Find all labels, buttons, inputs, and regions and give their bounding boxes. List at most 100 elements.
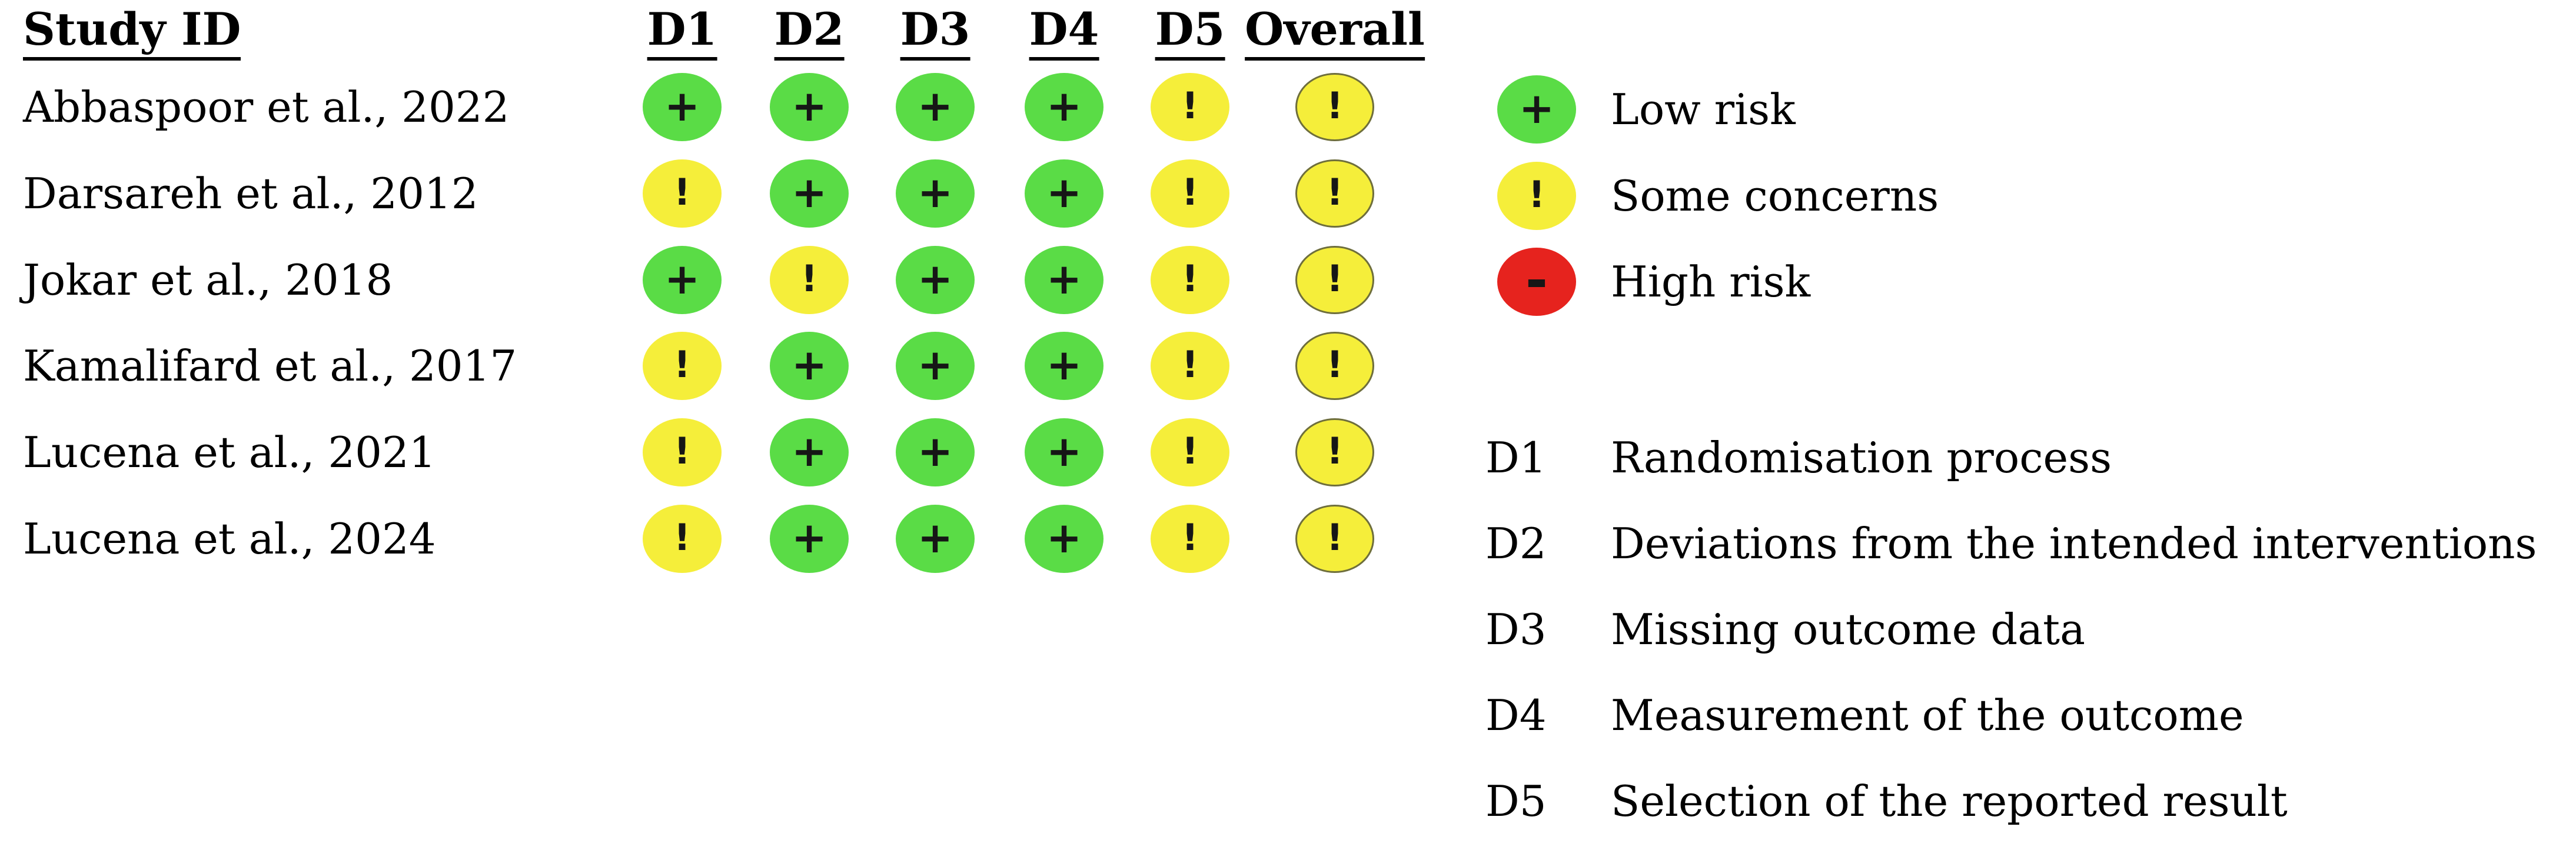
d2-rating-circle-low-risk: + bbox=[770, 505, 849, 573]
d2-rating-circle-low-risk: + bbox=[770, 418, 849, 486]
domain-description-d2: Deviations from the intended interventio… bbox=[1611, 519, 2537, 568]
d3-rating-circle-low-risk: + bbox=[896, 332, 975, 400]
d4-rating-circle-low-risk: + bbox=[1025, 73, 1103, 141]
overall-rating-circle-some-risk: ! bbox=[1295, 418, 1374, 486]
d5-rating-circle-some-risk: ! bbox=[1151, 159, 1229, 228]
d1-rating-circle-some-risk: ! bbox=[643, 418, 722, 486]
study-label: Lucena et al., 2024 bbox=[23, 514, 436, 564]
column-header-d2: D2 bbox=[774, 7, 845, 61]
rating-symbol: + bbox=[1046, 81, 1082, 131]
domain-id-d1: D1 bbox=[1485, 433, 1547, 482]
d2-rating-circle-low-risk: + bbox=[770, 159, 849, 228]
d3-rating-circle-low-risk: + bbox=[896, 159, 975, 228]
rating-symbol: ! bbox=[673, 429, 691, 472]
rating-symbol: + bbox=[917, 81, 953, 131]
d3-rating-circle-low-risk: + bbox=[896, 73, 975, 141]
rating-symbol: + bbox=[1046, 426, 1082, 476]
column-header-d1: D1 bbox=[647, 7, 717, 61]
d4-rating-circle-low-risk: + bbox=[1025, 505, 1103, 573]
domain-id-d4: D4 bbox=[1485, 691, 1547, 740]
d1-rating-circle-some-risk: ! bbox=[643, 505, 722, 573]
rating-symbol: ! bbox=[673, 343, 691, 386]
legend-symbol: + bbox=[1518, 84, 1555, 133]
domain-description-d4: Measurement of the outcome bbox=[1611, 691, 2244, 740]
overall-rating-circle-some-risk: ! bbox=[1295, 159, 1374, 228]
legend-symbol: - bbox=[1525, 249, 1548, 312]
legend-label-some-risk: Some concerns bbox=[1611, 171, 1939, 221]
domain-description-d1: Randomisation process bbox=[1611, 433, 2112, 482]
legend-label-low-risk: Low risk bbox=[1611, 85, 1796, 134]
rating-symbol: + bbox=[791, 340, 827, 389]
d2-rating-circle-low-risk: + bbox=[770, 332, 849, 400]
d2-rating-circle-low-risk: + bbox=[770, 73, 849, 141]
column-header-d4: D4 bbox=[1029, 7, 1099, 61]
rating-symbol: ! bbox=[1181, 343, 1199, 386]
column-header-overall: Overall bbox=[1245, 7, 1425, 61]
d5-rating-circle-some-risk: ! bbox=[1151, 332, 1229, 400]
rating-symbol: ! bbox=[1181, 516, 1199, 559]
rating-symbol: ! bbox=[1181, 429, 1199, 472]
rating-symbol: + bbox=[917, 168, 953, 217]
d1-rating-circle-low-risk: + bbox=[643, 246, 722, 314]
rating-symbol: + bbox=[917, 513, 953, 562]
d4-rating-circle-low-risk: + bbox=[1025, 246, 1103, 314]
legend-symbol: ! bbox=[1528, 173, 1545, 216]
study-label: Abbaspoor et al., 2022 bbox=[23, 82, 510, 132]
domain-description-d3: Missing outcome data bbox=[1611, 605, 2085, 654]
domain-description-d5: Selection of the reported result bbox=[1611, 776, 2288, 826]
rating-symbol: ! bbox=[1326, 84, 1344, 127]
overall-rating-circle-some-risk: ! bbox=[1295, 73, 1374, 141]
study-label: Lucena et al., 2021 bbox=[23, 428, 436, 477]
rating-symbol: ! bbox=[1326, 171, 1344, 214]
rating-symbol: ! bbox=[673, 171, 691, 214]
overall-rating-circle-some-risk: ! bbox=[1295, 332, 1374, 400]
rating-symbol: + bbox=[664, 254, 700, 304]
legend-circle-low-risk: + bbox=[1497, 75, 1576, 144]
rating-symbol: ! bbox=[673, 516, 691, 559]
study-label: Darsareh et al., 2012 bbox=[23, 169, 478, 218]
rating-symbol: + bbox=[917, 254, 953, 304]
rating-symbol: + bbox=[791, 426, 827, 476]
column-header-study-id: Study ID bbox=[23, 7, 241, 61]
rating-symbol: + bbox=[917, 426, 953, 476]
d3-rating-circle-low-risk: + bbox=[896, 246, 975, 314]
rating-symbol: + bbox=[1046, 254, 1082, 304]
domain-id-d2: D2 bbox=[1485, 519, 1547, 568]
d5-rating-circle-some-risk: ! bbox=[1151, 246, 1229, 314]
legend-circle-some-risk: ! bbox=[1497, 162, 1576, 230]
rating-symbol: ! bbox=[1326, 257, 1344, 300]
legend-circle-high-risk: - bbox=[1497, 248, 1576, 316]
column-header-d3: D3 bbox=[900, 7, 970, 61]
d5-rating-circle-some-risk: ! bbox=[1151, 418, 1229, 486]
rating-symbol: ! bbox=[1326, 429, 1344, 472]
rating-symbol: + bbox=[664, 81, 700, 131]
d3-rating-circle-low-risk: + bbox=[896, 418, 975, 486]
d4-rating-circle-low-risk: + bbox=[1025, 418, 1103, 486]
d1-rating-circle-low-risk: + bbox=[643, 73, 722, 141]
rating-symbol: ! bbox=[1181, 171, 1199, 214]
rating-symbol: ! bbox=[800, 257, 818, 300]
study-label: Jokar et al., 2018 bbox=[23, 255, 393, 305]
d5-rating-circle-some-risk: ! bbox=[1151, 73, 1229, 141]
rating-symbol: ! bbox=[1326, 343, 1344, 386]
overall-rating-circle-some-risk: ! bbox=[1295, 505, 1374, 573]
d4-rating-circle-low-risk: + bbox=[1025, 159, 1103, 228]
domain-id-d3: D3 bbox=[1485, 605, 1547, 654]
legend-label-high-risk: High risk bbox=[1611, 257, 1811, 306]
overall-rating-circle-some-risk: ! bbox=[1295, 246, 1374, 314]
rating-symbol: + bbox=[791, 81, 827, 131]
rating-symbol: ! bbox=[1181, 84, 1199, 127]
column-header-d5: D5 bbox=[1155, 7, 1225, 61]
rating-symbol: + bbox=[791, 513, 827, 562]
rating-symbol: + bbox=[917, 340, 953, 389]
d2-rating-circle-some-risk: ! bbox=[770, 246, 849, 314]
rating-symbol: ! bbox=[1326, 516, 1344, 559]
d5-rating-circle-some-risk: ! bbox=[1151, 505, 1229, 573]
rating-symbol: + bbox=[1046, 340, 1082, 389]
d1-rating-circle-some-risk: ! bbox=[643, 332, 722, 400]
rating-symbol: ! bbox=[1181, 257, 1199, 300]
d4-rating-circle-low-risk: + bbox=[1025, 332, 1103, 400]
domain-id-d5: D5 bbox=[1485, 776, 1547, 826]
rating-symbol: + bbox=[1046, 513, 1082, 562]
